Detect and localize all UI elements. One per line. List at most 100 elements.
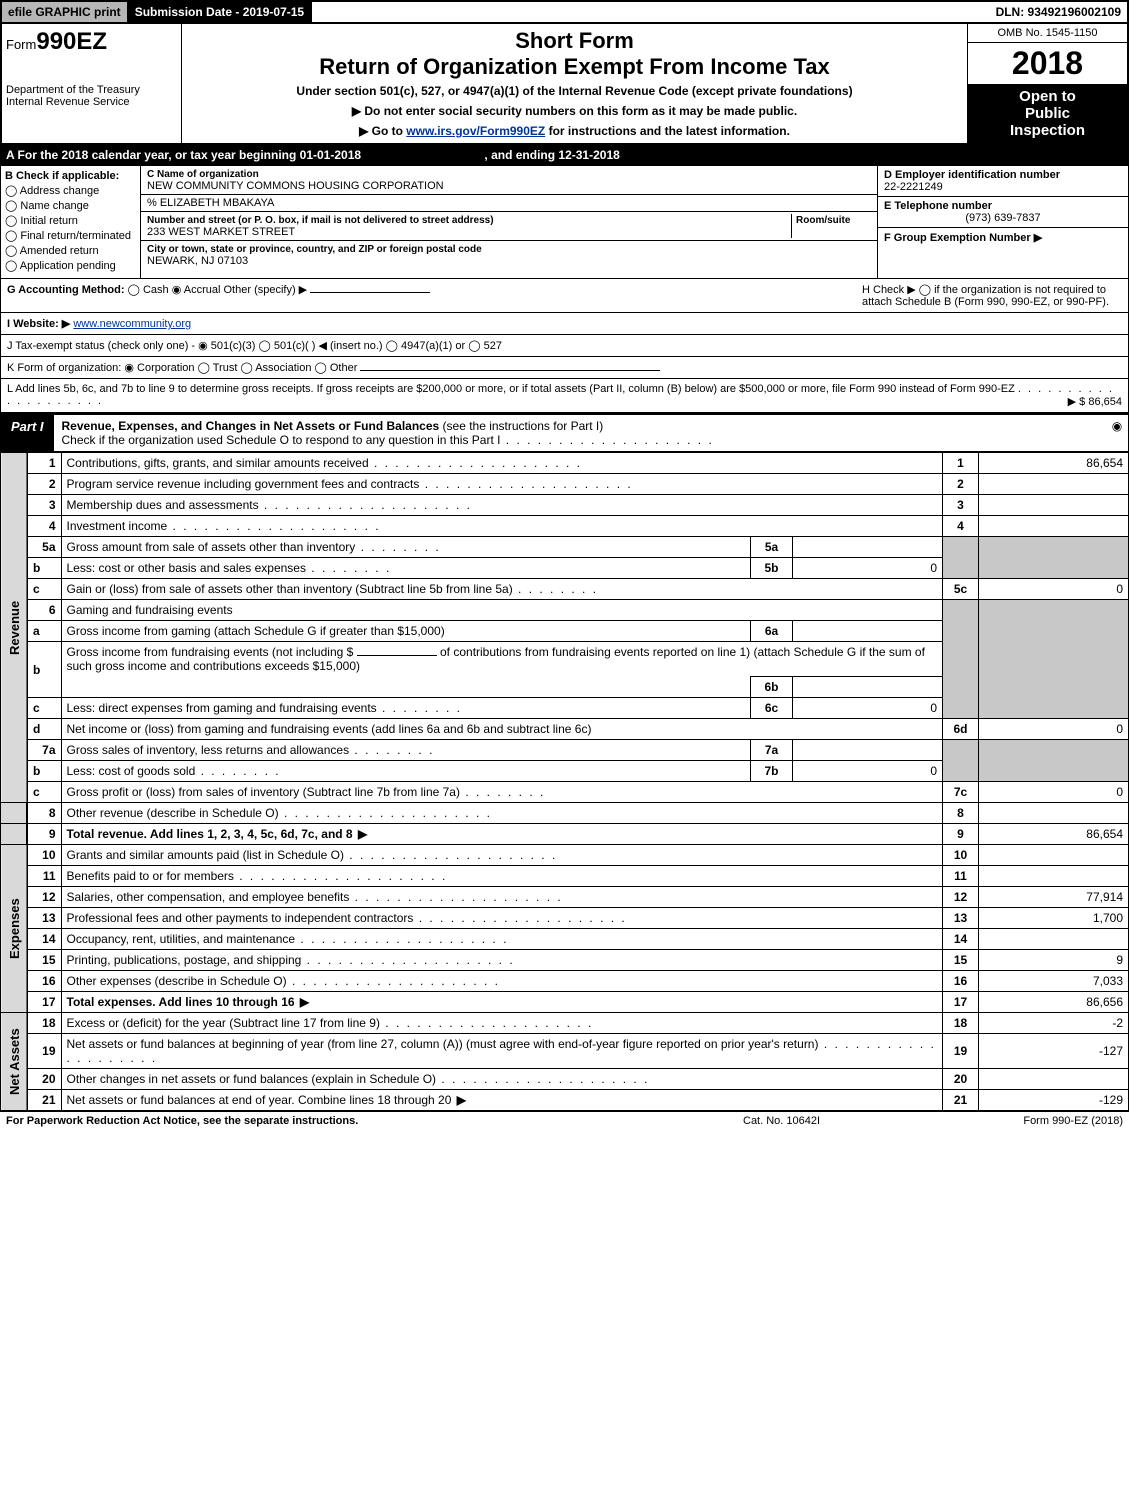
d-6b-input[interactable] <box>357 655 437 656</box>
chk-application-pending[interactable]: Application pending <box>5 259 136 272</box>
d-10: Grants and similar amounts paid (list in… <box>61 845 943 866</box>
n-13: 13 <box>27 908 61 929</box>
k-other-input[interactable] <box>360 370 660 371</box>
d-8: Other revenue (describe in Schedule O) <box>61 803 943 824</box>
b-7a: 7a <box>751 740 793 761</box>
efile-print-button[interactable]: efile GRAPHIC print <box>2 2 129 22</box>
irs-link[interactable]: www.irs.gov/Form990EZ <box>406 124 545 138</box>
omb-number: OMB No. 1545-1150 <box>968 24 1127 43</box>
a-10 <box>979 845 1129 866</box>
form-header: Form990EZ Department of the Treasury Int… <box>0 22 1129 145</box>
a-17: 86,656 <box>979 992 1129 1013</box>
dept-treasury: Department of the Treasury <box>6 84 177 96</box>
a-16: 7,033 <box>979 971 1129 992</box>
d-17-bold: Total expenses. Add lines 10 through 16 <box>67 995 295 1009</box>
g-cash[interactable]: ◯ Cash <box>128 284 169 296</box>
a-4 <box>979 516 1129 537</box>
l-text: L Add lines 5b, 6c, and 7b to line 9 to … <box>7 383 1015 395</box>
ln-8: 8 <box>943 803 979 824</box>
ln-9: 9 <box>943 824 979 845</box>
n-16: 16 <box>27 971 61 992</box>
d-19: Net assets or fund balances at beginning… <box>61 1034 943 1069</box>
n-5b: b <box>27 558 61 579</box>
street-address: 233 WEST MARKET STREET <box>147 226 295 238</box>
d-21: Net assets or fund balances at end of ye… <box>61 1090 943 1111</box>
v-5b: 0 <box>793 558 943 579</box>
n-6b: b <box>27 642 61 698</box>
d-1: Contributions, gifts, grants, and simila… <box>61 453 943 474</box>
row-l-gross-receipts: L Add lines 5b, 6c, and 7b to line 9 to … <box>0 379 1129 413</box>
col-b-label: B Check if applicable: <box>5 170 119 182</box>
ln-21: 21 <box>943 1090 979 1111</box>
n-9: 9 <box>27 824 61 845</box>
a-2 <box>979 474 1129 495</box>
insp-line3: Inspection <box>972 122 1123 139</box>
chk-name-change[interactable]: Name change <box>5 199 136 212</box>
side-net-assets: Net Assets <box>1 1013 28 1111</box>
g-accrual[interactable]: ◉ Accrual <box>172 284 221 296</box>
b-6c: 6c <box>751 698 793 719</box>
part-1-checkbox[interactable]: ◉ <box>1106 415 1128 451</box>
n-11: 11 <box>27 866 61 887</box>
n-3: 3 <box>27 495 61 516</box>
g-other-input[interactable] <box>310 292 430 293</box>
part-1-header: Part I Revenue, Expenses, and Changes in… <box>0 413 1129 452</box>
ln-3: 3 <box>943 495 979 516</box>
n-17: 17 <box>27 992 61 1013</box>
n-5a: 5a <box>27 537 61 558</box>
ln-12: 12 <box>943 887 979 908</box>
g-other[interactable]: Other (specify) ▶ <box>224 284 308 296</box>
col-b-checkboxes: B Check if applicable: Address change Na… <box>1 166 141 278</box>
d-5c: Gain or (loss) from sale of assets other… <box>61 579 943 600</box>
ln-17: 17 <box>943 992 979 1013</box>
d-7b: Less: cost of goods sold <box>61 761 751 782</box>
a-12: 77,914 <box>979 887 1129 908</box>
d-6b-spacer <box>61 677 751 698</box>
a-15: 9 <box>979 950 1129 971</box>
n-2: 2 <box>27 474 61 495</box>
d-13: Professional fees and other payments to … <box>61 908 943 929</box>
lbl-room-suite: Room/suite <box>796 215 850 226</box>
note2-post: for instructions and the latest informat… <box>545 124 790 138</box>
chk-amended-return[interactable]: Amended return <box>5 244 136 257</box>
footer-left: For Paperwork Reduction Act Notice, see … <box>6 1115 743 1127</box>
phone-value: (973) 639-7837 <box>884 212 1122 224</box>
header-mid: Short Form Return of Organization Exempt… <box>182 24 967 143</box>
shade-7-amt <box>979 740 1129 782</box>
chk-final-return[interactable]: Final return/terminated <box>5 229 136 242</box>
d-6d: Net income or (loss) from gaming and fun… <box>61 719 943 740</box>
shade-6-amt <box>979 600 1129 719</box>
d-3: Membership dues and assessments <box>61 495 943 516</box>
ln-19: 19 <box>943 1034 979 1069</box>
insp-line2: Public <box>972 105 1123 122</box>
ln-7c: 7c <box>943 782 979 803</box>
col-c-entity: C Name of organization NEW COMMUNITY COM… <box>141 166 878 278</box>
entity-box: B Check if applicable: Address change Na… <box>0 165 1129 279</box>
n-10: 10 <box>27 845 61 866</box>
form-number: Form990EZ <box>6 28 177 56</box>
n-6a: a <box>27 621 61 642</box>
n-21: 21 <box>27 1090 61 1111</box>
a-7c: 0 <box>979 782 1129 803</box>
v-6c: 0 <box>793 698 943 719</box>
v-7b: 0 <box>793 761 943 782</box>
shade-6 <box>943 600 979 719</box>
d-6a: Gross income from gaming (attach Schedul… <box>61 621 751 642</box>
line-h-schedule-b: H Check ▶ ◯ if the organization is not r… <box>862 283 1122 308</box>
row-ein: D Employer identification number 22-2221… <box>878 166 1128 197</box>
b-6b: 6b <box>751 677 793 698</box>
part-1-title-block: Revenue, Expenses, and Changes in Net As… <box>54 415 1106 451</box>
d-4: Investment income <box>61 516 943 537</box>
form-subtitle: Under section 501(c), 527, or 4947(a)(1)… <box>190 84 959 98</box>
side-rev-end <box>1 803 28 824</box>
ln-4: 4 <box>943 516 979 537</box>
chk-address-change[interactable]: Address change <box>5 184 136 197</box>
line-a-tax-year: A For the 2018 calendar year, or tax yea… <box>0 145 1129 165</box>
d-20: Other changes in net assets or fund bala… <box>61 1069 943 1090</box>
top-bar: efile GRAPHIC print Submission Date - 20… <box>0 0 1129 22</box>
n-6d: d <box>27 719 61 740</box>
chk-initial-return[interactable]: Initial return <box>5 214 136 227</box>
row-i-website: I Website: ▶ www.newcommunity.org <box>0 313 1129 335</box>
g-label: G Accounting Method: <box>7 284 125 296</box>
website-link[interactable]: www.newcommunity.org <box>73 318 191 330</box>
